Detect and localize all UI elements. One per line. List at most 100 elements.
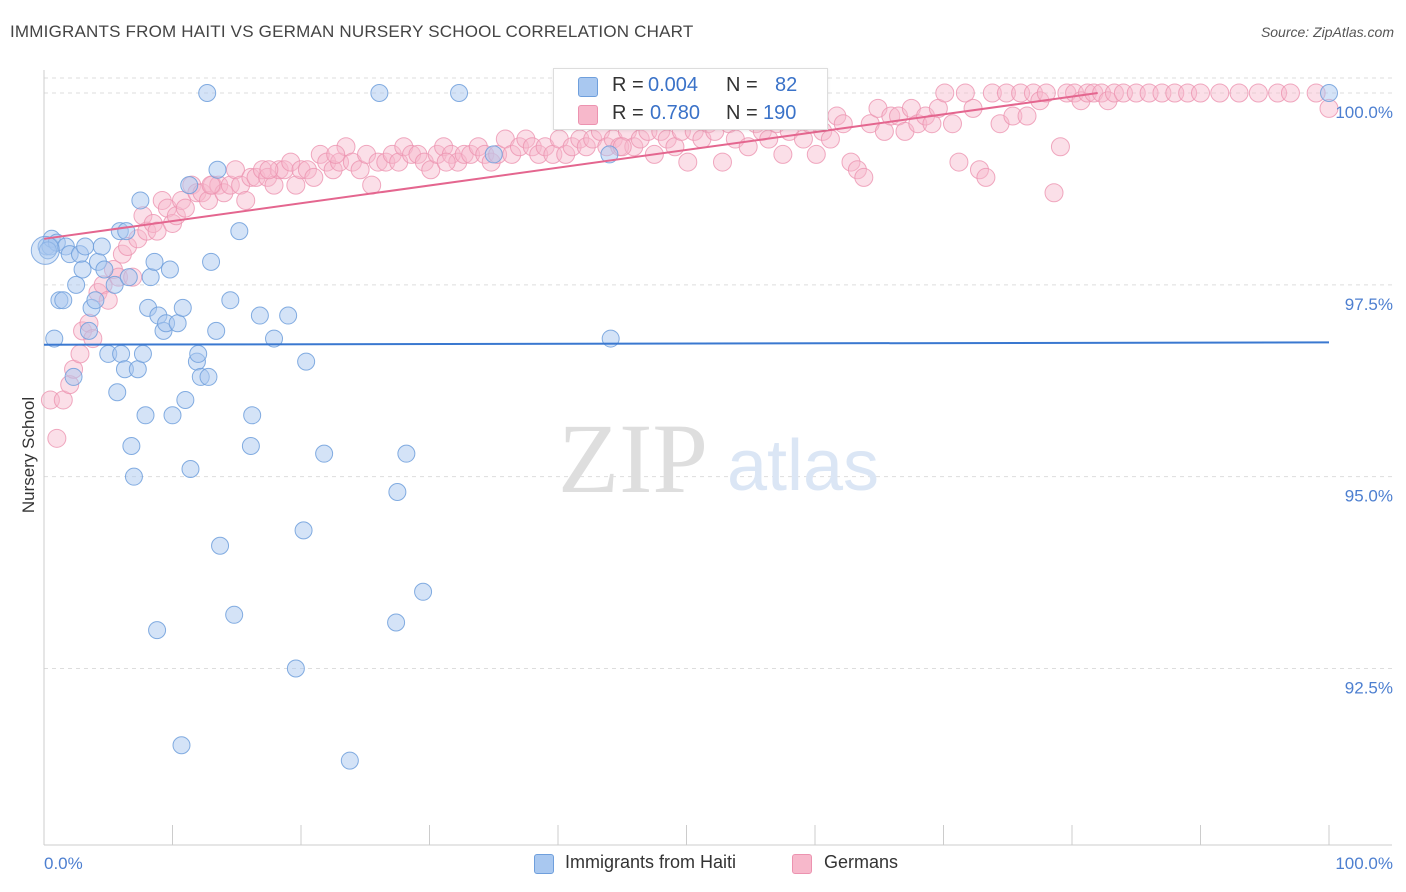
german-point bbox=[198, 190, 218, 210]
haiti-point bbox=[30, 235, 60, 265]
german-point bbox=[576, 137, 596, 157]
german-point bbox=[408, 144, 428, 164]
german-point bbox=[841, 152, 861, 172]
german-point bbox=[201, 175, 221, 195]
stats-box: R = 0.004 N = 82 R = 0.780 N = 190 bbox=[553, 68, 828, 130]
haiti-point bbox=[450, 84, 469, 103]
watermark-atlas: atlas bbox=[727, 426, 879, 506]
haiti-point bbox=[279, 306, 298, 325]
legend-german-label: Germans bbox=[824, 852, 899, 872]
german-point bbox=[1191, 83, 1210, 103]
haiti-point bbox=[67, 275, 86, 294]
haiti-point bbox=[173, 298, 192, 317]
german-point bbox=[269, 160, 289, 180]
haiti-point bbox=[54, 291, 73, 310]
n-value: 190 bbox=[763, 102, 797, 124]
y-tick-label: 100.0% bbox=[1335, 103, 1393, 122]
trend-lines bbox=[43, 92, 1330, 346]
german-point bbox=[258, 167, 278, 187]
german-point bbox=[1098, 91, 1118, 111]
haiti-point bbox=[136, 406, 155, 425]
r-label: R = bbox=[612, 74, 644, 96]
y-tick-label: 92.5% bbox=[1345, 679, 1393, 698]
haiti-point bbox=[211, 536, 230, 555]
haiti-point bbox=[145, 252, 164, 271]
haiti-point bbox=[79, 321, 98, 340]
german-point bbox=[147, 221, 167, 241]
y-axis-label: Nursery School bbox=[19, 397, 38, 513]
haiti-point bbox=[128, 360, 147, 379]
german-points bbox=[40, 83, 1339, 448]
haiti-point bbox=[397, 444, 416, 463]
legend-haiti-swatch bbox=[534, 854, 554, 874]
haiti-point bbox=[133, 344, 152, 363]
german-point bbox=[137, 221, 157, 241]
haiti-point bbox=[176, 390, 195, 409]
german-point bbox=[461, 144, 481, 164]
german-point bbox=[562, 137, 582, 157]
haiti-point bbox=[131, 191, 150, 210]
haiti-point bbox=[64, 367, 83, 386]
german-point bbox=[281, 152, 301, 172]
haiti-point bbox=[92, 237, 111, 256]
tick-labels: 92.5% 95.0% 97.5% 100.0% 0.0% 100.0% bbox=[44, 103, 1393, 873]
haiti-point bbox=[122, 436, 141, 455]
haiti-point bbox=[160, 260, 179, 279]
german-point bbox=[529, 144, 549, 164]
haiti-point bbox=[73, 260, 92, 279]
haiti-point bbox=[119, 268, 138, 287]
haiti-point bbox=[230, 222, 249, 241]
german-point bbox=[806, 144, 826, 164]
haiti-point bbox=[76, 237, 95, 256]
haiti-point bbox=[484, 145, 503, 164]
haiti-point bbox=[95, 260, 114, 279]
haiti-point bbox=[189, 344, 208, 363]
haiti-point bbox=[340, 751, 359, 770]
haiti-point bbox=[243, 406, 262, 425]
german-point bbox=[976, 167, 996, 187]
haiti-point bbox=[148, 621, 167, 640]
german-point bbox=[274, 160, 294, 180]
haiti-point bbox=[105, 275, 124, 294]
n-label: N = bbox=[726, 102, 758, 124]
german-point bbox=[304, 167, 324, 187]
german-point bbox=[1044, 183, 1064, 203]
y-tick-label: 97.5% bbox=[1345, 295, 1393, 314]
haiti-point bbox=[112, 344, 131, 363]
n-value: 82 bbox=[775, 74, 798, 96]
german-point bbox=[678, 152, 698, 172]
haiti-point bbox=[241, 436, 260, 455]
german-point bbox=[175, 198, 195, 218]
chart-title: IMMIGRANTS FROM HAITI VS GERMAN NURSERY … bbox=[10, 22, 694, 41]
german-point bbox=[264, 175, 284, 195]
german-point bbox=[323, 160, 343, 180]
haiti-points bbox=[30, 84, 1338, 770]
german-point bbox=[357, 144, 377, 164]
german-point bbox=[1036, 83, 1056, 103]
x-tick-label: 0.0% bbox=[44, 854, 83, 873]
german-point bbox=[468, 137, 488, 157]
german-point bbox=[231, 175, 251, 195]
y-tick-label: 95.0% bbox=[1345, 487, 1393, 506]
german-point bbox=[996, 83, 1016, 103]
legend-german-swatch bbox=[792, 854, 812, 874]
haiti-point bbox=[180, 176, 199, 195]
haiti-point bbox=[168, 314, 187, 333]
haiti-point bbox=[124, 467, 143, 486]
haiti-point bbox=[181, 460, 200, 479]
haiti-point bbox=[38, 241, 57, 260]
german-point bbox=[362, 175, 382, 195]
german-point bbox=[434, 137, 454, 157]
german-trend-line bbox=[43, 92, 1098, 240]
german-point bbox=[220, 175, 240, 195]
haiti-point bbox=[370, 84, 389, 103]
haiti-point bbox=[250, 306, 269, 325]
german-point bbox=[1248, 83, 1268, 103]
german-point bbox=[259, 160, 279, 180]
german-point bbox=[47, 428, 67, 448]
axes bbox=[43, 70, 1392, 846]
haiti-point bbox=[286, 659, 305, 678]
german-point bbox=[982, 83, 1002, 103]
german-point bbox=[630, 129, 650, 149]
haiti-point bbox=[387, 613, 406, 632]
